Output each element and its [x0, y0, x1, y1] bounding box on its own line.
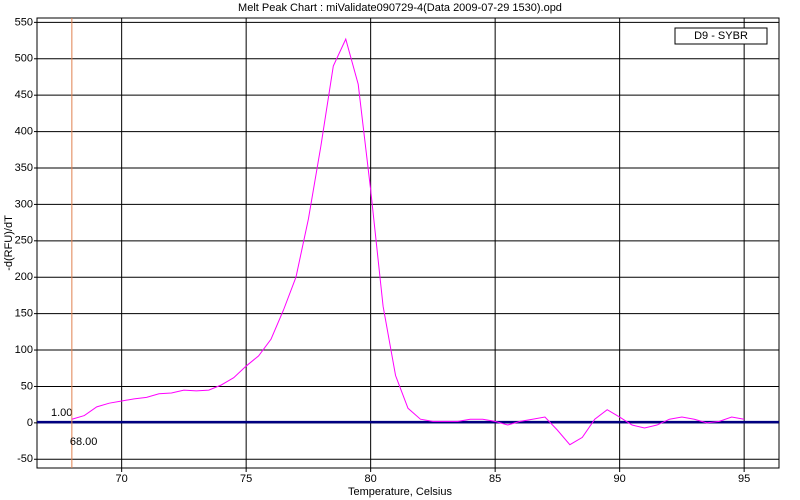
y-tick-label: 500 — [15, 53, 33, 65]
y-tick-label: 150 — [15, 308, 33, 320]
legend-entry: D9 - SYBR — [694, 30, 748, 42]
y-tick-label: -50 — [17, 453, 33, 465]
y-tick-label: 200 — [15, 271, 33, 283]
y-tick-label: 250 — [15, 235, 33, 247]
x-tick-label: 80 — [365, 473, 377, 485]
y-axis-title: -d(RFU)/dT — [3, 215, 15, 271]
y-tick-label: 50 — [21, 380, 33, 392]
legend-box — [674, 27, 768, 45]
series-line — [71, 37, 745, 446]
x-tick-label: 75 — [240, 473, 252, 485]
x-tick-label: 90 — [614, 473, 626, 485]
threshold-label: 1.00 — [51, 407, 72, 419]
x-tick-label: 85 — [489, 473, 501, 485]
x-axis-title: Temperature, Celsius — [348, 486, 452, 498]
plot-area — [36, 17, 780, 469]
y-tick-label: 0 — [27, 417, 33, 429]
chart-title: Melt Peak Chart : miValidate090729-4(Dat… — [238, 2, 562, 14]
y-tick-label: 550 — [15, 16, 33, 28]
y-tick-label: 350 — [15, 162, 33, 174]
y-tick-label: 100 — [15, 344, 33, 356]
y-tick-label: 400 — [15, 125, 33, 137]
x-tick-label: 95 — [738, 473, 750, 485]
y-tick-label: 450 — [15, 89, 33, 101]
x-tick-label: 70 — [116, 473, 128, 485]
cursor-label: 68.00 — [70, 436, 98, 448]
y-tick-label: 300 — [15, 198, 33, 210]
